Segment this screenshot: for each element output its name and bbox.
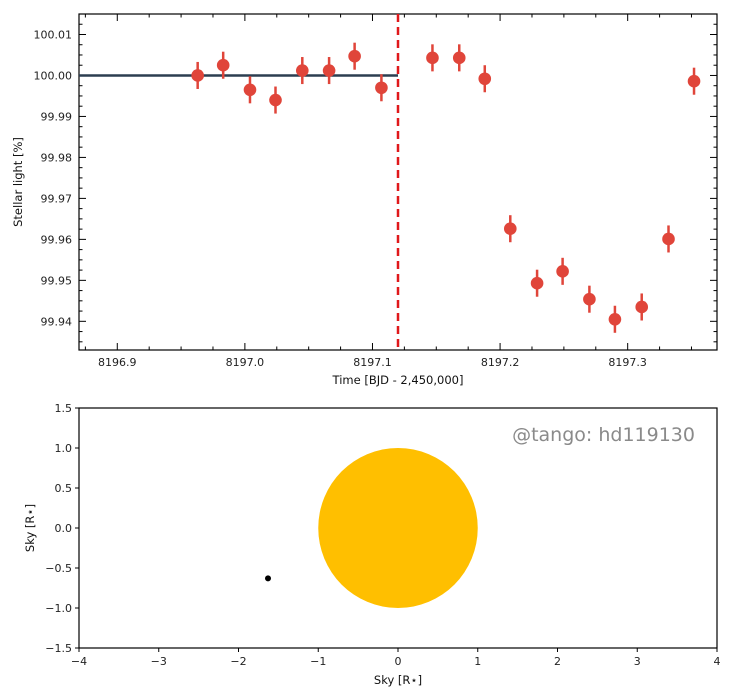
y-tick-label: −1.5 xyxy=(45,642,72,655)
x-tick-label: 8196.9 xyxy=(98,356,137,369)
y-tick-label: 0.0 xyxy=(55,522,73,535)
y-tick-label: 99.94 xyxy=(41,315,73,328)
x-tick-label: 3 xyxy=(634,655,641,668)
x-tick-label: −4 xyxy=(71,655,87,668)
x-tick-label: 0 xyxy=(395,655,402,668)
light-curve-frame xyxy=(78,13,718,351)
data-point xyxy=(687,74,701,88)
data-point xyxy=(375,81,388,95)
data-point xyxy=(269,93,282,107)
y-tick-label: 99.95 xyxy=(41,274,73,287)
data-point xyxy=(478,72,492,86)
x-axis-title: Time [BJD - 2,450,000] xyxy=(332,373,464,387)
x-tick-label: 8197.0 xyxy=(226,356,265,369)
y-tick-label: 99.98 xyxy=(41,151,73,164)
x-tick-label: −2 xyxy=(230,655,246,668)
x-tick-label: 8197.3 xyxy=(608,356,647,369)
data-point xyxy=(296,64,309,77)
data-point xyxy=(191,69,204,82)
data-point xyxy=(426,51,439,65)
y-tick-label: 1.0 xyxy=(55,442,73,455)
data-point xyxy=(530,276,544,290)
data-point xyxy=(662,232,675,246)
data-point xyxy=(503,222,517,236)
y-tick-label: 99.99 xyxy=(41,110,73,123)
data-point xyxy=(556,265,569,278)
y-tick-label: 100.01 xyxy=(34,28,73,41)
data-point xyxy=(348,49,361,63)
y-axis-title-sky: Sky [R⋆] xyxy=(23,504,37,552)
y-tick-label: 99.96 xyxy=(41,233,73,246)
x-tick-label: 2 xyxy=(554,655,561,668)
y-tick-label: 99.97 xyxy=(41,192,73,205)
planet-dot xyxy=(265,575,272,582)
x-tick-label: 8197.1 xyxy=(353,356,392,369)
y-tick-label: 100.00 xyxy=(34,69,73,82)
watermark-annotation: @tango: hd119130 xyxy=(512,424,695,446)
x-tick-label: −3 xyxy=(151,655,167,668)
star-disk xyxy=(318,448,478,608)
data-point xyxy=(243,83,257,97)
data-point xyxy=(322,64,336,77)
data-point xyxy=(635,300,649,314)
x-tick-label: −1 xyxy=(310,655,326,668)
x-axis-title-sky: Sky [R⋆] xyxy=(374,673,422,687)
y-axis-title: Stellar light [%] xyxy=(11,137,25,227)
x-tick-label: 4 xyxy=(714,655,721,668)
data-point xyxy=(452,51,466,65)
x-tick-label: 8197.2 xyxy=(481,356,520,369)
y-tick-label: 0.5 xyxy=(55,482,73,495)
data-point xyxy=(583,292,596,306)
data-point xyxy=(608,312,622,326)
y-tick-label: −0.5 xyxy=(45,562,72,575)
x-tick-label: 1 xyxy=(474,655,481,668)
y-tick-label: −1.0 xyxy=(45,602,72,615)
light-curve-panel: 8196.9 8197.0 8197.1 8197.2 8197.3 99.94 99.95… xyxy=(11,13,718,387)
data-point xyxy=(216,58,230,72)
y-tick-label: 1.5 xyxy=(55,402,73,415)
sky-projection-panel: −4 −3 −2 −1 0 1 2 3 4 −1.5 −1.0 −0.5 0.0 0.5 1.0 1.5 @t… xyxy=(23,402,721,687)
